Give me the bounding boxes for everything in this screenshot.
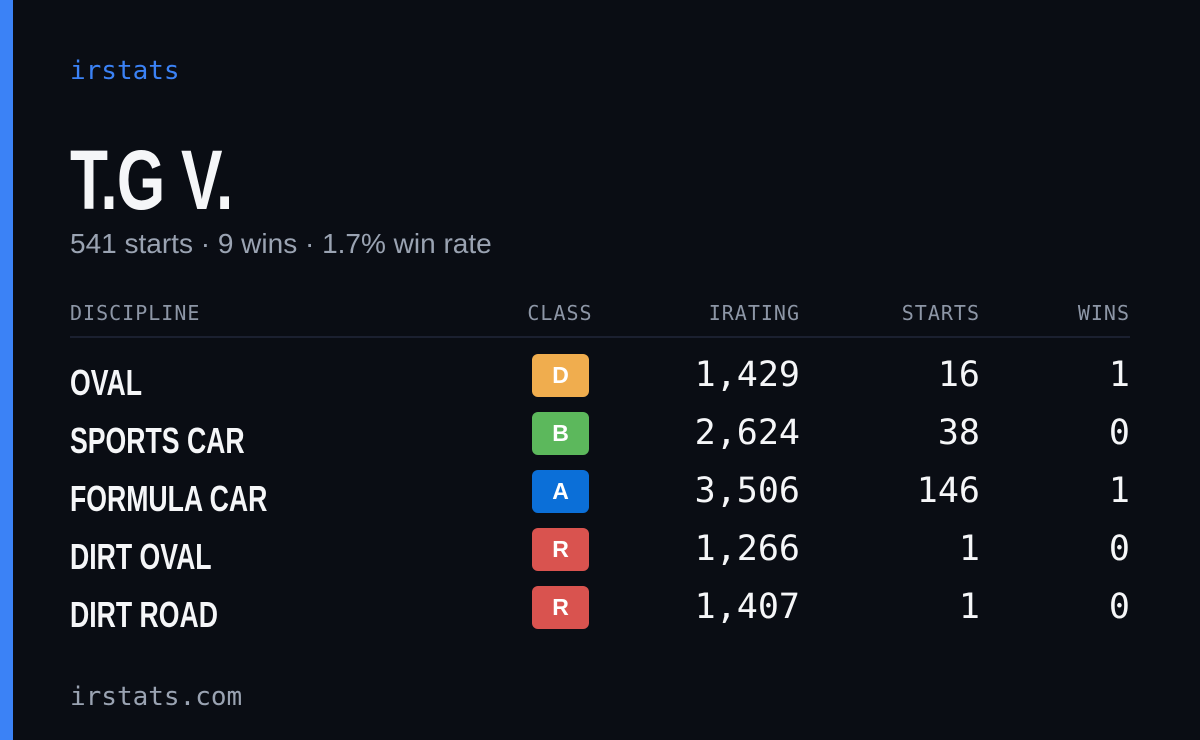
wins: 1: [1108, 355, 1130, 395]
accent-bar: [0, 0, 13, 740]
discipline: FORMULA CAR: [70, 478, 268, 519]
discipline: DIRT OVAL: [70, 536, 212, 577]
driver-name: T.G V.: [70, 133, 233, 227]
column-header: DISCIPLINE: [70, 301, 201, 325]
discipline: OVAL: [70, 362, 143, 403]
class-badge: R: [532, 586, 589, 629]
header-divider: [70, 336, 1130, 338]
wins: 0: [1108, 413, 1130, 453]
irating: 3,506: [694, 471, 800, 511]
wins: 1: [1108, 471, 1130, 511]
column-header: STARTS: [901, 301, 980, 325]
class-badge: B: [532, 412, 589, 455]
discipline: SPORTS CAR: [70, 420, 245, 461]
starts: 1: [958, 529, 980, 569]
footer-url: irstats.com: [70, 682, 243, 712]
class-badge: D: [532, 354, 589, 397]
starts: 1: [958, 587, 980, 627]
irating: 1,429: [694, 355, 800, 395]
column-header: IRATING: [708, 301, 800, 325]
wins: 0: [1108, 587, 1130, 627]
irating: 2,624: [694, 413, 800, 453]
starts: 16: [937, 355, 980, 395]
irating: 1,407: [694, 587, 800, 627]
starts: 146: [916, 471, 980, 511]
wins: 0: [1108, 529, 1130, 569]
driver-summary: 541 starts · 9 wins · 1.7% win rate: [70, 228, 492, 259]
brand: irstats: [70, 56, 180, 86]
irating: 1,266: [694, 529, 800, 569]
starts: 38: [937, 413, 980, 453]
column-header: WINS: [1077, 301, 1130, 325]
class-badge: A: [532, 470, 589, 513]
discipline: DIRT ROAD: [70, 594, 218, 635]
class-badge: R: [532, 528, 589, 571]
column-header: CLASS: [527, 301, 593, 325]
